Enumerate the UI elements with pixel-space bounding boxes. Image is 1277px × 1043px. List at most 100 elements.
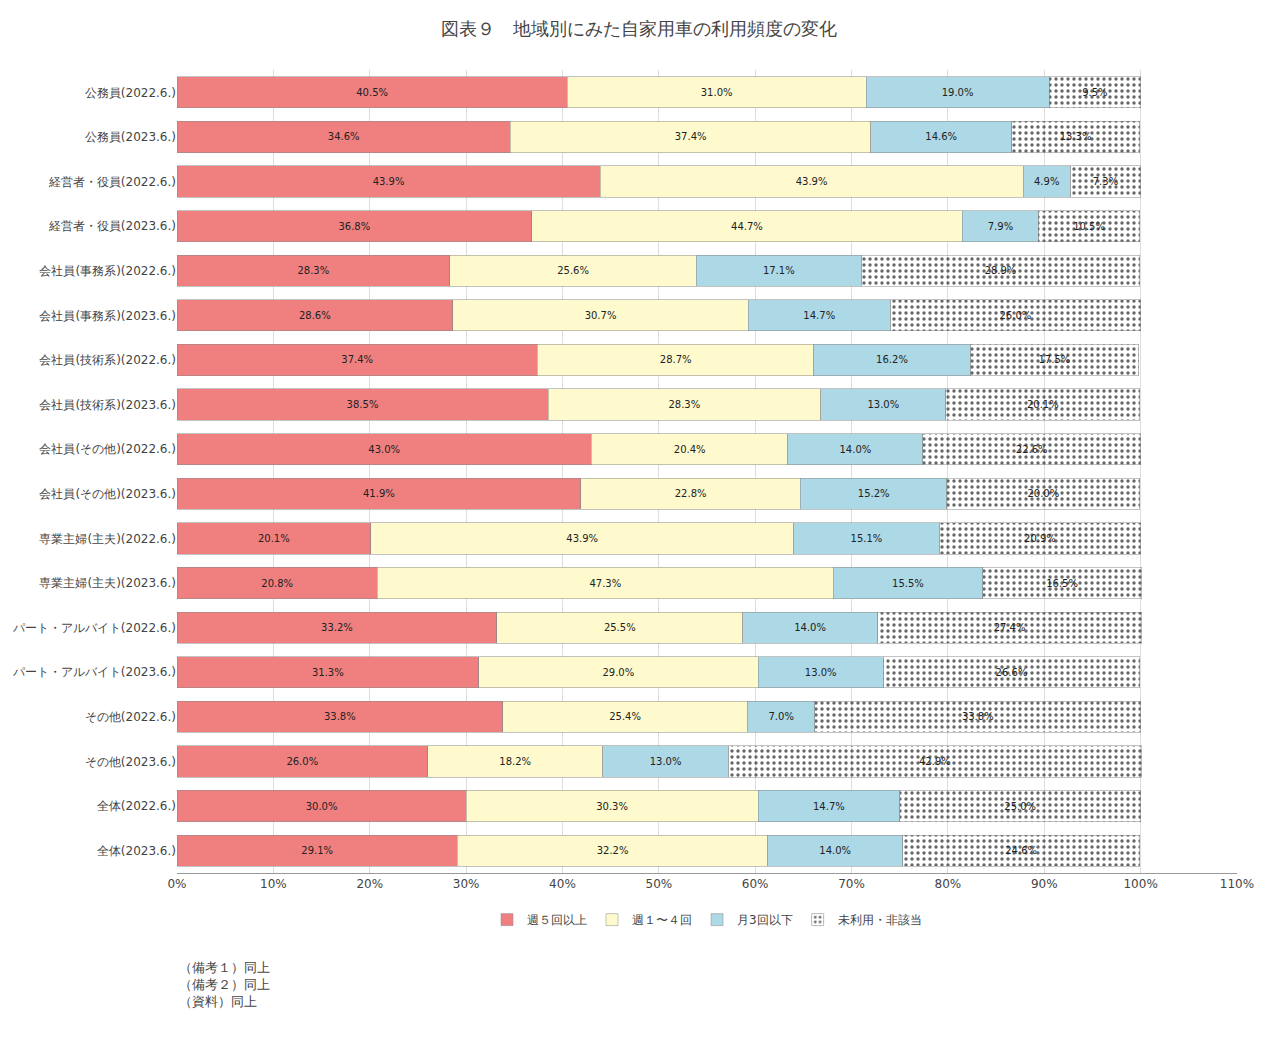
svg-text:公務員(2022.6.): 公務員(2022.6.)	[85, 86, 176, 100]
svg-text:13.3%: 13.3%	[1060, 131, 1092, 142]
svg-text:経営者・役員(2022.6.): 経営者・役員(2022.6.)	[48, 175, 176, 189]
svg-text:31.3%: 31.3%	[312, 667, 344, 678]
svg-text:20.8%: 20.8%	[261, 578, 293, 589]
svg-text:全体(2022.6.): 全体(2022.6.)	[97, 799, 176, 813]
svg-text:14.6%: 14.6%	[925, 131, 957, 142]
svg-text:図表９ 地域別にみた自家用車の利用頻度の変化: 図表９ 地域別にみた自家用車の利用頻度の変化	[441, 18, 837, 39]
svg-text:16.2%: 16.2%	[876, 354, 908, 365]
svg-text:110%: 110%	[1220, 877, 1254, 891]
svg-text:全体(2023.6.): 全体(2023.6.)	[97, 844, 176, 858]
svg-text:20.9%: 20.9%	[1024, 533, 1056, 544]
svg-text:14.7%: 14.7%	[803, 310, 835, 321]
svg-text:4.9%: 4.9%	[1034, 176, 1059, 187]
svg-text:18.2%: 18.2%	[499, 756, 531, 767]
svg-text:30.3%: 30.3%	[596, 801, 628, 812]
svg-text:33.8%: 33.8%	[324, 711, 356, 722]
svg-text:37.4%: 37.4%	[341, 354, 373, 365]
svg-text:28.6%: 28.6%	[299, 310, 331, 321]
svg-text:13.0%: 13.0%	[805, 667, 837, 678]
svg-text:0%: 0%	[167, 877, 186, 891]
svg-text:25.6%: 25.6%	[557, 265, 589, 276]
svg-text:14.0%: 14.0%	[840, 444, 872, 455]
svg-text:14.7%: 14.7%	[813, 801, 845, 812]
svg-text:28.7%: 28.7%	[660, 354, 692, 365]
svg-text:31.0%: 31.0%	[701, 87, 733, 98]
svg-text:20%: 20%	[356, 877, 383, 891]
svg-text:50%: 50%	[645, 877, 672, 891]
svg-text:会社員(事務系)(2022.6.): 会社員(事務系)(2022.6.)	[39, 264, 176, 278]
svg-text:29.1%: 29.1%	[301, 845, 333, 856]
svg-text:10.5%: 10.5%	[1073, 221, 1105, 232]
svg-text:15.1%: 15.1%	[851, 533, 883, 544]
svg-text:会社員(その他)(2022.6.): 会社員(その他)(2022.6.)	[39, 442, 176, 456]
svg-text:25.4%: 25.4%	[609, 711, 641, 722]
svg-text:30.0%: 30.0%	[306, 801, 338, 812]
svg-text:20.0%: 20.0%	[1027, 488, 1059, 499]
svg-text:13.0%: 13.0%	[867, 399, 899, 410]
svg-text:44.7%: 44.7%	[731, 221, 763, 232]
svg-text:17.5%: 17.5%	[1038, 354, 1070, 365]
svg-text:43.9%: 43.9%	[373, 176, 405, 187]
svg-text:19.0%: 19.0%	[942, 87, 974, 98]
svg-text:28.9%: 28.9%	[985, 265, 1017, 276]
svg-text:14.0%: 14.0%	[794, 622, 826, 633]
svg-text:33.8%: 33.8%	[962, 711, 994, 722]
svg-text:43.9%: 43.9%	[796, 176, 828, 187]
svg-text:28.3%: 28.3%	[668, 399, 700, 410]
svg-text:7.9%: 7.9%	[988, 221, 1013, 232]
svg-text:専業主婦(主夫)(2023.6.): 専業主婦(主夫)(2023.6.)	[39, 576, 176, 590]
svg-text:32.2%: 32.2%	[597, 845, 629, 856]
svg-text:その他(2023.6.): その他(2023.6.)	[85, 755, 176, 769]
svg-text:42.9%: 42.9%	[919, 756, 951, 767]
svg-text:36.8%: 36.8%	[338, 221, 370, 232]
svg-text:16.5%: 16.5%	[1046, 578, 1078, 589]
svg-text:25.0%: 25.0%	[1004, 801, 1036, 812]
svg-text:7.3%: 7.3%	[1093, 176, 1118, 187]
svg-text:20.1%: 20.1%	[1027, 399, 1059, 410]
svg-text:43.0%: 43.0%	[368, 444, 400, 455]
svg-text:専業主婦(主夫)(2022.6.): 専業主婦(主夫)(2022.6.)	[39, 532, 176, 546]
svg-text:80%: 80%	[935, 877, 962, 891]
svg-text:43.9%: 43.9%	[566, 533, 598, 544]
svg-text:33.2%: 33.2%	[321, 622, 353, 633]
svg-text:経営者・役員(2023.6.): 経営者・役員(2023.6.)	[48, 219, 176, 233]
svg-text:13.0%: 13.0%	[650, 756, 682, 767]
svg-text:100%: 100%	[1123, 877, 1157, 891]
svg-text:パート・アルバイト(2022.6.): パート・アルバイト(2022.6.)	[12, 621, 176, 635]
svg-text:26.0%: 26.0%	[286, 756, 318, 767]
svg-text:公務員(2023.6.): 公務員(2023.6.)	[85, 130, 176, 144]
svg-text:（備考１）同上（備考２）同上（資料）同上: （備考１）同上（備考２）同上（資料）同上	[179, 960, 270, 1009]
svg-text:34.6%: 34.6%	[328, 131, 360, 142]
svg-text:7.0%: 7.0%	[768, 711, 793, 722]
svg-text:20.1%: 20.1%	[258, 533, 290, 544]
svg-text:40.5%: 40.5%	[356, 87, 388, 98]
svg-text:41.9%: 41.9%	[363, 488, 395, 499]
svg-text:47.3%: 47.3%	[589, 578, 621, 589]
svg-text:29.0%: 29.0%	[602, 667, 634, 678]
svg-text:26.6%: 26.6%	[996, 667, 1028, 678]
svg-text:パート・アルバイト(2023.6.): パート・アルバイト(2023.6.)	[12, 665, 176, 679]
svg-text:20.4%: 20.4%	[674, 444, 706, 455]
svg-text:28.3%: 28.3%	[297, 265, 329, 276]
svg-text:その他(2022.6.): その他(2022.6.)	[85, 710, 176, 724]
svg-text:15.2%: 15.2%	[858, 488, 890, 499]
svg-text:15.5%: 15.5%	[892, 578, 924, 589]
svg-text:25.5%: 25.5%	[604, 622, 636, 633]
svg-text:週１〜４回: 週１〜４回	[632, 913, 692, 927]
svg-text:9.5%: 9.5%	[1082, 87, 1107, 98]
svg-text:会社員(技術系)(2023.6.): 会社員(技術系)(2023.6.)	[39, 398, 176, 412]
svg-text:24.6%: 24.6%	[1005, 845, 1037, 856]
svg-text:月3回以下: 月3回以下	[737, 913, 793, 927]
svg-text:60%: 60%	[742, 877, 769, 891]
svg-text:30%: 30%	[453, 877, 480, 891]
svg-text:38.5%: 38.5%	[347, 399, 379, 410]
svg-text:40%: 40%	[549, 877, 576, 891]
svg-text:会社員(事務系)(2023.6.): 会社員(事務系)(2023.6.)	[39, 309, 176, 323]
svg-text:70%: 70%	[838, 877, 865, 891]
svg-text:14.0%: 14.0%	[819, 845, 851, 856]
svg-text:週５回以上: 週５回以上	[527, 913, 587, 927]
svg-text:未利用・非該当: 未利用・非該当	[838, 913, 922, 927]
svg-text:22.8%: 22.8%	[675, 488, 707, 499]
svg-text:26.0%: 26.0%	[999, 310, 1031, 321]
svg-text:10%: 10%	[260, 877, 287, 891]
